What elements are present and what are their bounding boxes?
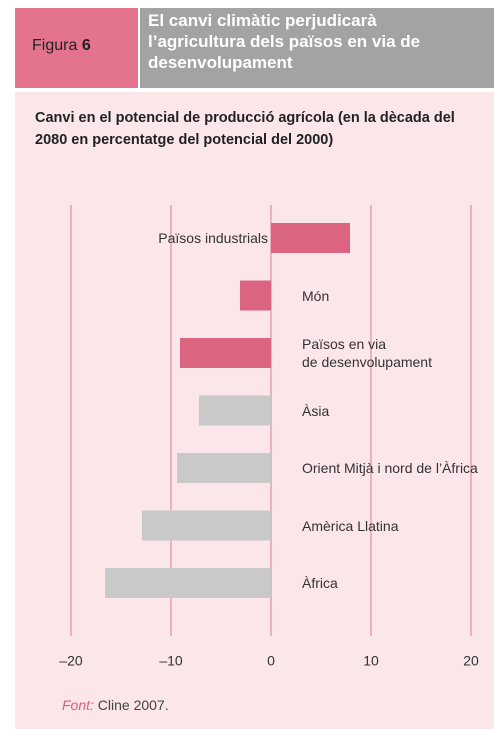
bar xyxy=(240,280,271,311)
source-label: Font: xyxy=(62,697,94,713)
category-label: Països industrials xyxy=(158,230,268,246)
x-tick-label: 10 xyxy=(363,653,379,669)
source-text: Cline 2007. xyxy=(97,697,169,713)
bar xyxy=(199,395,271,426)
category-label: Amèrica Llatina xyxy=(302,517,399,534)
x-tick-label: 20 xyxy=(463,653,479,669)
bar xyxy=(105,568,271,598)
chart-title: Canvi en el potencial de producció agríc… xyxy=(35,110,455,148)
category-label: Àfrica xyxy=(302,575,338,591)
category-label: Països en via de desenvolupament xyxy=(302,336,432,370)
x-tick-label: –10 xyxy=(159,653,183,669)
figure-word: Figura xyxy=(32,37,78,54)
x-tick-label: –20 xyxy=(59,653,83,669)
title-box xyxy=(140,8,494,88)
bar xyxy=(271,223,350,253)
figure-label: Figura 6 xyxy=(32,37,91,55)
bar xyxy=(180,338,271,368)
source: Font: Cline 2007. xyxy=(62,697,169,713)
category-label: Àsia xyxy=(302,402,330,419)
figure-number: 6 xyxy=(81,37,91,54)
figure-box xyxy=(15,8,138,88)
x-tick-label: 0 xyxy=(267,653,275,669)
category-label: Món xyxy=(302,287,330,304)
bar xyxy=(142,510,271,541)
category-label: Orient Mitjà i nord de l’Àfrica xyxy=(302,460,478,476)
bar xyxy=(177,453,271,483)
header-title: El canvi climàtic perjudicarà l’agricult… xyxy=(148,11,421,72)
